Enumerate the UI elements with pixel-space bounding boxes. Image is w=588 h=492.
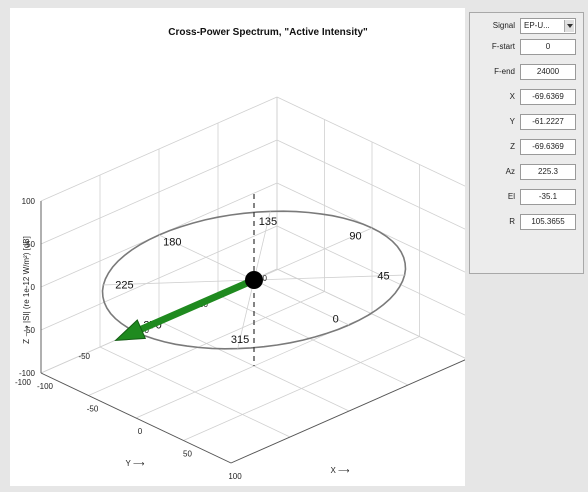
az-value: 225.3: [520, 164, 576, 180]
z-row: Z -69.6369: [470, 138, 585, 160]
fstart-field[interactable]: 0: [520, 39, 576, 55]
grid-line: [277, 97, 465, 187]
x-value: -69.6369: [520, 89, 576, 105]
angle-label: 45: [377, 271, 389, 283]
r-row: R 105.3655: [470, 213, 585, 235]
el-value: -35.1: [520, 189, 576, 205]
fend-field[interactable]: 24000: [520, 64, 576, 80]
axes-box: [41, 201, 465, 463]
signal-dropdown[interactable]: EP-U...: [520, 18, 576, 34]
z-tick-label: -100: [19, 369, 36, 378]
y-axis-label: Y ⟶: [126, 459, 145, 468]
el-label: El: [474, 192, 515, 201]
x-row: X -69.6369: [470, 88, 585, 110]
signal-value: EP-U...: [524, 21, 550, 30]
el-row: El -35.1: [470, 188, 585, 210]
x-label: X: [474, 92, 515, 101]
fend-label: F-end: [474, 67, 515, 76]
az-row: Az 225.3: [470, 163, 585, 185]
r-value: 105.3655: [520, 214, 576, 230]
x-tick-label: -50: [87, 405, 99, 414]
fend-row: F-end 24000: [470, 63, 585, 85]
plot-panel: 04590135180225270315 -100-50050100-100-5…: [10, 8, 465, 486]
chevron-down-icon[interactable]: [564, 20, 574, 32]
x-axis-label: X ⟶: [330, 466, 350, 475]
grid-line: [277, 226, 465, 316]
chart-3d: 04590135180225270315 -100-50050100-100-5…: [10, 8, 465, 486]
x-tick-label: 100: [228, 472, 242, 481]
angle-label: 0: [333, 314, 339, 326]
vector-shaft: [141, 280, 254, 329]
angle-label: 180: [163, 236, 181, 248]
chart-title: Cross-Power Spectrum, "Active Intensity": [168, 27, 368, 38]
origin-point: [245, 271, 263, 289]
y-row: Y -61.2227: [470, 113, 585, 135]
z-value: -69.6369: [520, 139, 576, 155]
y-axis-line: [231, 359, 465, 463]
grid-line: [277, 140, 465, 230]
y-value: -61.2227: [520, 114, 576, 130]
angle-label: 225: [115, 279, 133, 291]
z-axis-label: Z ⟶ |SI| (re 1e-12 W/m²) [dB]: [22, 236, 31, 344]
fstart-label: F-start: [474, 42, 515, 51]
angle-label: 315: [231, 334, 249, 346]
angle-label: 90: [349, 230, 361, 242]
y-label: Y: [474, 117, 515, 126]
grid-line: [100, 347, 290, 437]
az-label: Az: [474, 167, 515, 176]
y-tick-label: -100: [15, 378, 32, 387]
z-label: Z: [474, 142, 515, 151]
signal-label: Signal: [474, 21, 515, 30]
x-tick-label: -100: [37, 382, 54, 391]
x-tick-label: 50: [183, 450, 192, 459]
r-label: R: [474, 217, 515, 226]
vector-info-panel: Signal EP-U... F-start 0 F-end 24000 X -…: [469, 12, 584, 274]
signal-row: Signal EP-U...: [470, 17, 585, 39]
z-tick-label: 100: [22, 197, 36, 206]
fstart-row: F-start 0: [470, 38, 585, 60]
angle-label: 135: [259, 216, 277, 228]
z-tick-label: 0: [31, 283, 36, 292]
x-tick-label: 0: [138, 427, 143, 436]
y-tick-label: -50: [78, 352, 90, 361]
x-axis-line: [41, 373, 231, 463]
